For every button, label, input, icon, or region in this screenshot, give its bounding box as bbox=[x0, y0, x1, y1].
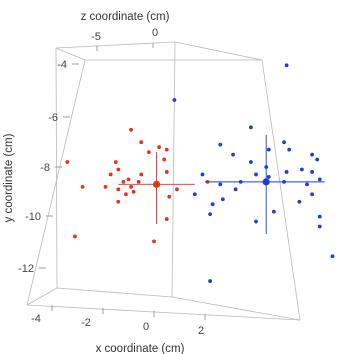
tick-marks bbox=[39, 43, 206, 320]
x-axis-label: x coordinate (cm) bbox=[96, 343, 185, 354]
tick-labels: -4 -6 -8 -10 -12 -4 -2 0 2 -5 0 bbox=[18, 27, 204, 337]
series-1-point-2 bbox=[249, 125, 253, 130]
series-0-point-3 bbox=[164, 147, 169, 152]
series-1-point-23 bbox=[192, 192, 197, 197]
box-edge-back-top bbox=[55, 41, 176, 49]
z-tick-label-1: 0 bbox=[152, 27, 158, 39]
y-tick-label-4: -12 bbox=[18, 263, 34, 275]
series-1-point-11 bbox=[264, 165, 269, 169]
series-1-point-33 bbox=[317, 224, 322, 229]
series-1-point-16 bbox=[200, 172, 205, 177]
series-1-point-3 bbox=[282, 140, 286, 145]
series-1-point-0 bbox=[172, 98, 177, 102]
series-0-point-6 bbox=[147, 150, 151, 155]
series-1-point-17 bbox=[238, 179, 243, 184]
data-marks bbox=[65, 63, 335, 283]
series-0-point-11 bbox=[108, 172, 113, 177]
series-1-point-4 bbox=[218, 142, 223, 147]
series-1-point-9 bbox=[315, 157, 320, 162]
series-1-point-12 bbox=[284, 170, 289, 174]
series-1-point-26 bbox=[210, 202, 215, 207]
series-0-point-25 bbox=[164, 217, 169, 221]
series-1-point-24 bbox=[233, 187, 238, 192]
series-1-point-10 bbox=[249, 160, 253, 164]
series-0-point-21 bbox=[116, 199, 121, 204]
box-edge-back-right bbox=[171, 41, 176, 298]
series-0-point-20 bbox=[131, 189, 136, 194]
series-1-point-31 bbox=[317, 214, 322, 219]
box-edge-bottom-right bbox=[171, 296, 301, 321]
series-1-point-1 bbox=[284, 63, 289, 68]
series-0-point-5 bbox=[113, 160, 118, 164]
box-edge-front-left bbox=[26, 59, 86, 306]
series-0-point-18 bbox=[80, 184, 85, 189]
y-tick-label-1: -6 bbox=[48, 112, 58, 124]
series-0-point-22 bbox=[167, 194, 172, 199]
series-0-point-10 bbox=[164, 170, 169, 174]
series-1-point-6 bbox=[287, 147, 292, 152]
box-edge-front-bottom bbox=[26, 304, 301, 321]
series-0-point-26 bbox=[73, 234, 77, 239]
series-1-point-22 bbox=[218, 182, 223, 187]
x-tick-label-3: 2 bbox=[198, 325, 204, 337]
bounding-box bbox=[26, 41, 301, 321]
x-tick-label-0: -4 bbox=[31, 313, 41, 325]
series-0-point-17 bbox=[103, 184, 108, 189]
series-1-point-14 bbox=[254, 172, 258, 177]
series-0-point-27 bbox=[152, 239, 156, 244]
series-0-point-1 bbox=[139, 140, 144, 145]
box-edge-top-left bbox=[55, 47, 86, 61]
series-0-point-7 bbox=[162, 157, 167, 162]
series-0-point-19 bbox=[124, 192, 128, 197]
series-1-point-25 bbox=[220, 197, 225, 202]
series-0-point-15 bbox=[136, 179, 141, 184]
series-0-point-14 bbox=[116, 187, 121, 192]
series-0-point-12 bbox=[121, 179, 126, 184]
series-1-point-7 bbox=[310, 152, 314, 157]
series-0-point-13 bbox=[129, 184, 133, 189]
box-edge-back-left bbox=[55, 47, 58, 289]
y-tick-label-2: -8 bbox=[40, 162, 50, 174]
y-tick-label-3: -10 bbox=[25, 211, 41, 223]
series-1-point-19 bbox=[317, 177, 322, 182]
box-edge-front-right bbox=[261, 59, 301, 321]
series-0-point-4 bbox=[65, 160, 70, 164]
series-1-point-15 bbox=[300, 167, 304, 172]
y-tick-label-0: -4 bbox=[57, 59, 67, 71]
box-edge-top-right bbox=[174, 41, 263, 61]
series-1-point-18 bbox=[266, 175, 271, 179]
x-tick-label-2: 0 bbox=[143, 321, 149, 333]
series-0-point-16 bbox=[126, 177, 131, 182]
series-0-mean-point bbox=[152, 180, 161, 188]
series-1-point-5 bbox=[266, 147, 271, 152]
series-0-point-2 bbox=[157, 145, 162, 150]
series-1-point-29 bbox=[208, 212, 213, 217]
series-1-point-20 bbox=[282, 179, 286, 184]
z-tick-label-0: -5 bbox=[91, 31, 101, 43]
x-tick-label-1: -2 bbox=[81, 317, 91, 329]
z-axis-label: z coordinate (cm) bbox=[81, 11, 170, 23]
series-0-point-0 bbox=[129, 127, 133, 132]
series-1-point-13 bbox=[310, 170, 314, 174]
series-1-point-27 bbox=[310, 192, 314, 197]
series-1-mean-point bbox=[262, 178, 270, 186]
series-0-point-23 bbox=[175, 187, 179, 192]
series-1-point-30 bbox=[271, 209, 276, 214]
series-1-point-34 bbox=[330, 254, 335, 259]
series-0-point-9 bbox=[139, 172, 144, 177]
series-0-point-8 bbox=[116, 167, 121, 172]
y-axis-label: y coordinate (cm) bbox=[3, 133, 15, 222]
series-1-point-21 bbox=[305, 182, 309, 187]
series-1-point-35 bbox=[208, 279, 213, 283]
box-edge-back-bottom bbox=[56, 287, 173, 298]
series-1-point-8 bbox=[231, 152, 235, 157]
series-1-point-28 bbox=[297, 199, 302, 204]
box-edge-bottom-left bbox=[26, 287, 58, 306]
series-1-point-32 bbox=[254, 219, 258, 224]
